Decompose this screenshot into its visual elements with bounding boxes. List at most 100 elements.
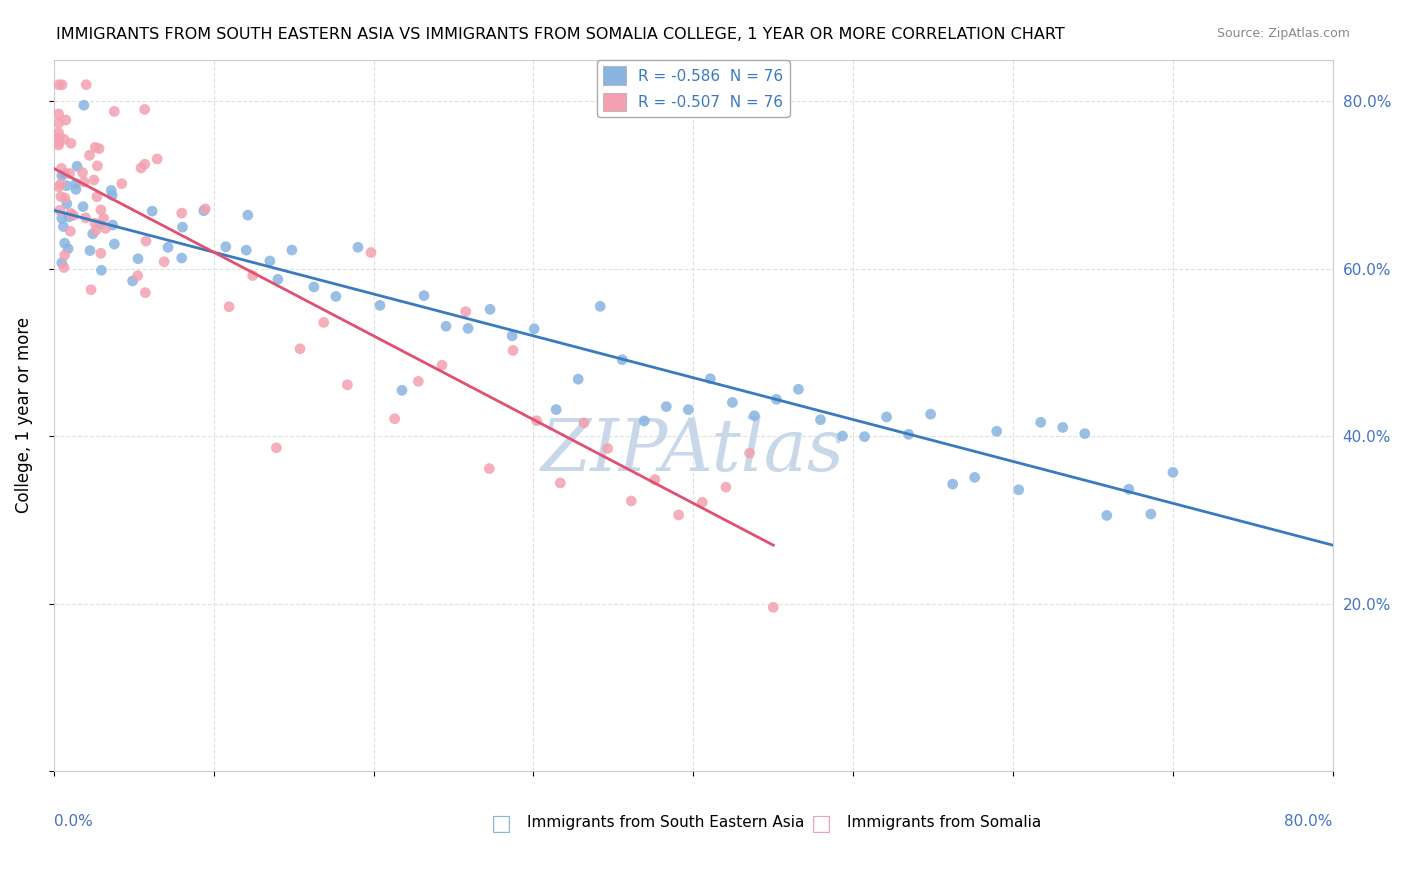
Immigrants from Somalia (49, 177, 72, 191)
Immigrants from Somalia (75, 211, 97, 225)
Immigrants from South Eastern Asia (53, 167, 76, 181)
Immigrants from Somalia (51, 161, 73, 176)
Immigrants from South Eastern Asia (986, 424, 1008, 438)
Immigrants from South Eastern Asia (744, 409, 766, 423)
Immigrants from Somalia (550, 475, 572, 490)
Immigrants from Somalia (83, 173, 105, 187)
Immigrants from South Eastern Asia (79, 244, 101, 258)
Immigrants from South Eastern Asia (1140, 507, 1163, 521)
Immigrants from Somalia (48, 116, 70, 130)
Immigrants from Somalia (194, 202, 217, 216)
Immigrants from South Eastern Asia (141, 204, 163, 219)
Immigrants from South Eastern Asia (325, 289, 347, 303)
Immigrants from Somalia (170, 206, 193, 220)
Immigrants from Somalia (134, 157, 156, 171)
Immigrants from Somalia (596, 442, 619, 456)
Immigrants from Somalia (79, 148, 101, 162)
Immigrants from South Eastern Asia (1095, 508, 1118, 523)
Immigrants from South Eastern Asia (920, 407, 942, 421)
Immigrants from Somalia (53, 260, 76, 275)
Immigrants from South Eastern Asia (267, 272, 290, 286)
Immigrants from South Eastern Asia (103, 237, 125, 252)
Text: □: □ (491, 814, 512, 834)
Immigrants from South Eastern Asia (765, 392, 787, 407)
Immigrants from South Eastern Asia (1118, 482, 1140, 496)
Immigrants from South Eastern Asia (52, 219, 75, 234)
Immigrants from South Eastern Asia (546, 402, 568, 417)
Immigrants from South Eastern Asia (391, 384, 413, 398)
Immigrants from Somalia (266, 441, 288, 455)
Immigrants from South Eastern Asia (810, 413, 832, 427)
Immigrants from Somalia (59, 136, 82, 151)
Immigrants from South Eastern Asia (73, 98, 96, 112)
Immigrants from South Eastern Asia (51, 211, 73, 226)
Text: 0.0%: 0.0% (53, 814, 93, 829)
Immigrants from Somalia (87, 142, 110, 156)
Immigrants from South Eastern Asia (55, 178, 77, 193)
Immigrants from South Eastern Asia (66, 159, 89, 173)
Immigrants from Somalia (90, 202, 112, 217)
Immigrants from South Eastern Asia (699, 372, 721, 386)
Immigrants from South Eastern Asia (56, 242, 79, 256)
Immigrants from Somalia (408, 375, 430, 389)
Immigrants from South Eastern Asia (897, 427, 920, 442)
Immigrants from South Eastern Asia (1008, 483, 1031, 497)
Immigrants from South Eastern Asia (567, 372, 589, 386)
Immigrants from Somalia (572, 416, 595, 430)
Immigrants from Somalia (72, 165, 94, 179)
Immigrants from Somalia (135, 234, 157, 248)
Immigrants from Somalia (360, 245, 382, 260)
Y-axis label: College, 1 year or more: College, 1 year or more (15, 318, 32, 514)
Immigrants from Somalia (714, 480, 737, 494)
Immigrants from Somalia (153, 254, 176, 268)
Immigrants from South Eastern Asia (101, 218, 124, 232)
Immigrants from Somalia (668, 508, 690, 522)
Immigrants from South Eastern Asia (963, 470, 986, 484)
Text: ZIPAtlas: ZIPAtlas (541, 416, 845, 486)
Immigrants from Somalia (48, 138, 70, 153)
Text: Immigrants from South Eastern Asia: Immigrants from South Eastern Asia (527, 815, 804, 830)
Immigrants from Somalia (103, 104, 125, 119)
Immigrants from South Eastern Asia (347, 240, 370, 254)
Immigrants from Somalia (84, 223, 107, 237)
Immigrants from Somalia (48, 126, 70, 140)
Immigrants from Somalia (644, 473, 666, 487)
Immigrants from Somalia (48, 107, 70, 121)
Immigrants from South Eastern Asia (281, 243, 304, 257)
Immigrants from Somalia (83, 216, 105, 230)
Immigrants from Somalia (90, 246, 112, 260)
Immigrants from South Eastern Asia (655, 400, 678, 414)
Text: □: □ (811, 814, 832, 834)
Text: Source: ZipAtlas.com: Source: ZipAtlas.com (1216, 27, 1350, 40)
Immigrants from South Eastern Asia (56, 196, 79, 211)
Immigrants from South Eastern Asia (302, 280, 325, 294)
Immigrants from South Eastern Asia (831, 429, 853, 443)
Immigrants from Somalia (58, 166, 80, 180)
Immigrants from South Eastern Asia (479, 302, 502, 317)
Immigrants from South Eastern Asia (1052, 420, 1074, 434)
Immigrants from Somalia (146, 152, 169, 166)
Immigrants from Somalia (336, 377, 359, 392)
Immigrants from Somalia (49, 189, 72, 203)
Immigrants from South Eastern Asia (157, 240, 180, 254)
Immigrants from Somalia (48, 135, 70, 149)
Immigrants from Somalia (620, 494, 643, 508)
Immigrants from South Eastern Asia (172, 220, 194, 235)
Immigrants from Somalia (75, 78, 97, 92)
Immigrants from Somalia (93, 211, 115, 226)
Immigrants from Somalia (59, 206, 82, 220)
Immigrants from Somalia (738, 446, 761, 460)
Immigrants from Somalia (127, 268, 149, 283)
Immigrants from South Eastern Asia (1074, 426, 1097, 441)
Text: Immigrants from Somalia: Immigrants from Somalia (846, 815, 1040, 830)
Immigrants from Somalia (134, 103, 156, 117)
Immigrants from South Eastern Asia (787, 382, 810, 396)
Immigrants from Somalia (94, 221, 117, 235)
Legend: R = -0.586  N = 76, R = -0.507  N = 76: R = -0.586 N = 76, R = -0.507 N = 76 (598, 60, 790, 117)
Immigrants from South Eastern Asia (72, 200, 94, 214)
Text: IMMIGRANTS FROM SOUTH EASTERN ASIA VS IMMIGRANTS FROM SOMALIA COLLEGE, 1 YEAR OR: IMMIGRANTS FROM SOUTH EASTERN ASIA VS IM… (56, 27, 1064, 42)
Immigrants from South Eastern Asia (612, 352, 634, 367)
Immigrants from South Eastern Asia (90, 263, 112, 277)
Immigrants from Somalia (55, 113, 77, 128)
Immigrants from South Eastern Asia (853, 430, 876, 444)
